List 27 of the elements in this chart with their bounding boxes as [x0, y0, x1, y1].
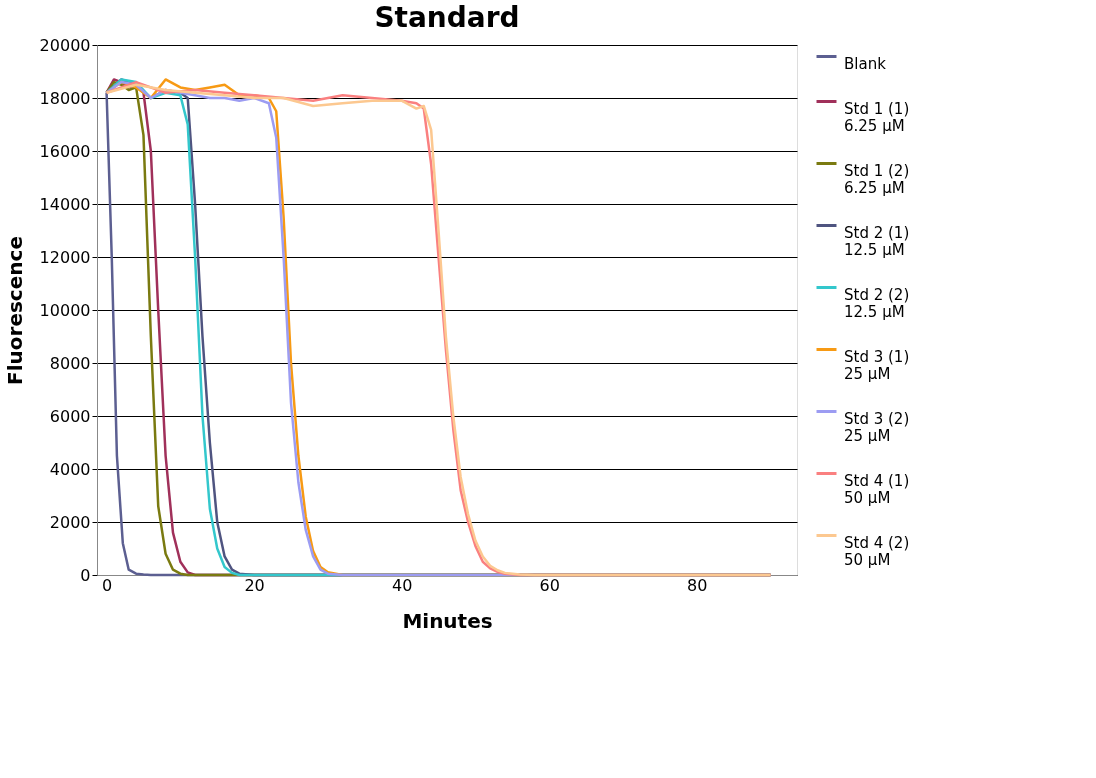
y-tick-label: 14000: [39, 194, 91, 214]
x-tick-label: 60: [539, 575, 560, 595]
legend-label: Std 1 (1) 6.25 μM: [844, 99, 910, 135]
chart-title: Standard: [374, 1, 520, 34]
legend-label: Std 2 (2) 12.5 μM: [844, 285, 910, 321]
y-tick-label: 18000: [39, 88, 91, 108]
x-axis-title: Minutes: [402, 608, 493, 633]
legend-label: Std 4 (1) 50 μM: [844, 471, 910, 507]
y-tick-label: 16000: [39, 141, 91, 161]
legend-label: Std 3 (2) 25 μM: [844, 409, 910, 445]
y-tick-label: 20000: [39, 35, 91, 55]
y-tick-label: 10000: [39, 300, 91, 320]
x-tick-label: 80: [687, 575, 708, 595]
y-tick-label: 12000: [39, 247, 91, 267]
y-tick-label: 8000: [49, 353, 91, 373]
legend-label: Blank: [844, 54, 887, 73]
legend-label: Std 3 (1) 25 μM: [844, 347, 910, 383]
legend-label: Std 2 (1) 12.5 μM: [844, 223, 910, 259]
y-tick-label: 4000: [49, 459, 91, 479]
x-tick-label: 40: [391, 575, 413, 595]
y-tick-label: 6000: [49, 406, 91, 426]
y-tick-label: 2000: [49, 512, 91, 532]
legend-label: Std 4 (2) 50 μM: [844, 533, 910, 569]
x-tick-label: 0: [102, 575, 113, 595]
x-tick-label: 20: [244, 575, 265, 595]
y-axis-title: Fluorescence: [2, 236, 27, 385]
legend-label: Std 1 (2) 6.25 μM: [844, 161, 910, 197]
